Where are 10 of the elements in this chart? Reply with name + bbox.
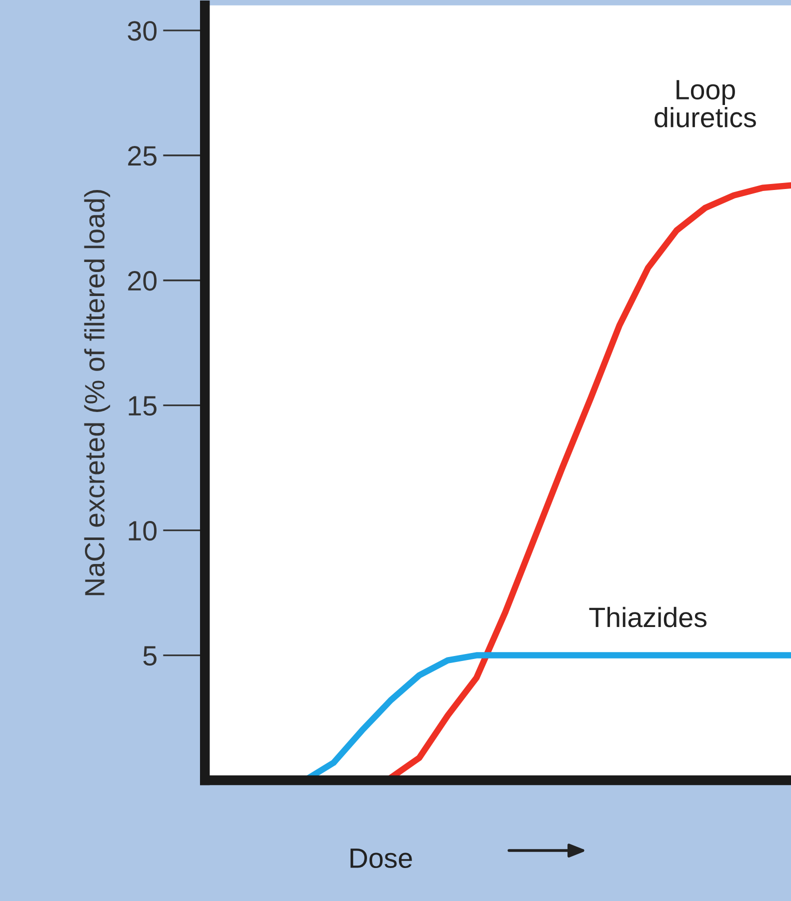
series-label: Thiazides: [589, 606, 706, 628]
y-tick-label: 15: [128, 396, 156, 416]
y-tick-label: 25: [128, 146, 156, 166]
y-tick-label: 20: [128, 271, 157, 291]
x-axis-title: Dose: [350, 848, 412, 868]
text: Loop diuretics: [654, 80, 756, 128]
y-axis-title: NaCl excreted (% of filtered load): [84, 190, 110, 596]
y-tick-label: 10: [128, 520, 157, 541]
y-tick-label: 30: [128, 21, 157, 41]
y-tick-label: 5: [143, 646, 156, 666]
